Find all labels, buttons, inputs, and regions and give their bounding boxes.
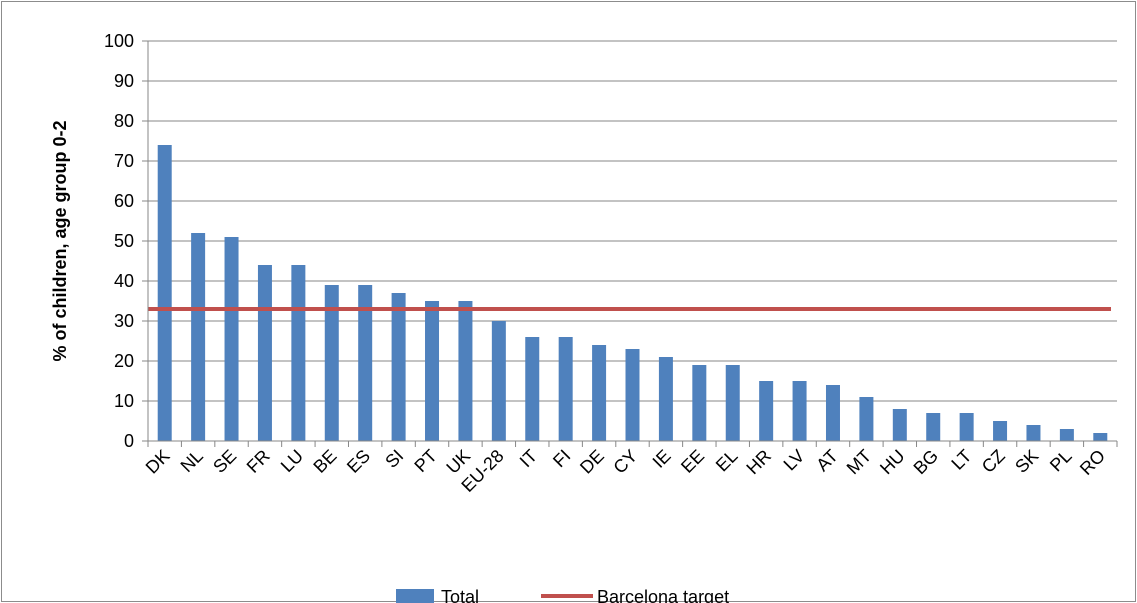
- x-tick-label-cy: CY: [609, 446, 641, 478]
- bar-el: [725, 365, 740, 441]
- bar-hr: [759, 381, 774, 441]
- y-tick-labels: 0 10 20 30 40 50 60 70 80 90 100: [104, 31, 134, 451]
- legend-label-barcelona-target: Barcelona target: [597, 587, 729, 603]
- bar-pt: [425, 301, 440, 441]
- x-tick-label-si: SI: [381, 446, 407, 472]
- y-tick-label: 40: [114, 271, 134, 291]
- x-tick-label-lt: LT: [947, 446, 975, 474]
- x-tick-label-pt: PT: [410, 446, 440, 476]
- gridlines: [148, 40, 1117, 402]
- x-tick-label-bg: BG: [910, 446, 943, 479]
- bar-hu: [892, 409, 907, 441]
- x-tick-label-pl: PL: [1046, 446, 1076, 476]
- bar-si: [391, 293, 406, 441]
- x-tick-label-ro: RO: [1076, 446, 1109, 479]
- y-tick-label: 60: [114, 191, 134, 211]
- bar-nl: [191, 233, 206, 441]
- y-tick-label: 50: [114, 231, 134, 251]
- bar-fi: [558, 337, 573, 441]
- y-tick-label: 100: [104, 31, 134, 51]
- x-tick-label-at: AT: [812, 446, 841, 475]
- x-tick-label-ee: EE: [677, 446, 708, 477]
- x-tick-label-se: SE: [209, 446, 240, 477]
- x-tick-label-lv: LV: [780, 446, 809, 475]
- legend-swatch-total: [396, 589, 434, 603]
- y-tick-label: 90: [114, 71, 134, 91]
- x-tick-label-mt: MT: [843, 446, 876, 479]
- bar-it: [525, 337, 540, 441]
- x-tick-label-el: EL: [712, 446, 742, 476]
- y-tick-label: 0: [124, 431, 134, 451]
- y-axis-label: % of children, age group 0-2: [50, 120, 70, 361]
- x-tick-label-be: BE: [309, 446, 340, 477]
- bars: [157, 145, 1108, 441]
- bar-dk: [157, 145, 172, 441]
- y-tick-label: 20: [114, 351, 134, 371]
- x-tick-label-lu: LU: [277, 446, 307, 476]
- x-tick-label-hu: HU: [876, 446, 909, 479]
- axes: [142, 40, 1118, 447]
- bar-cy: [625, 349, 640, 441]
- y-tick-label: 80: [114, 111, 134, 131]
- bar-be: [324, 285, 339, 441]
- bar-es: [358, 285, 373, 441]
- x-tick-label-ie: IE: [649, 446, 675, 472]
- x-tick-label-fr: FR: [243, 446, 274, 477]
- bar-fr: [257, 265, 272, 441]
- y-tick-label: 30: [114, 311, 134, 331]
- x-tick-label-cz: CZ: [978, 446, 1009, 477]
- bar-bg: [926, 413, 941, 441]
- bar-lv: [792, 381, 807, 441]
- bar-lu: [291, 265, 306, 441]
- x-tick-label-dk: DK: [142, 446, 174, 478]
- bar-mt: [859, 397, 874, 441]
- bar-de: [592, 345, 607, 441]
- bar-pl: [1059, 429, 1074, 441]
- bar-lt: [959, 413, 974, 441]
- x-tick-label-hr: HR: [742, 446, 775, 479]
- x-tick-label-it: IT: [516, 446, 541, 471]
- bar-sk: [1026, 425, 1041, 441]
- legend-label-total: Total: [441, 587, 479, 603]
- bar-se: [224, 237, 239, 441]
- legend: Total Barcelona target: [396, 587, 729, 603]
- y-tick-label: 70: [114, 151, 134, 171]
- bar-at: [825, 385, 840, 441]
- x-tick-label-fi: FI: [549, 446, 574, 471]
- x-tick-label-nl: NL: [177, 446, 207, 476]
- x-tick-label-de: DE: [576, 446, 608, 478]
- bar-eu-28: [491, 321, 506, 441]
- bar-uk: [458, 301, 473, 441]
- bar-cz: [993, 421, 1008, 441]
- bar-ro: [1093, 433, 1108, 441]
- bar-ee: [692, 365, 707, 441]
- x-tick-label-es: ES: [343, 446, 374, 477]
- x-tick-label-sk: SK: [1011, 446, 1042, 477]
- bar-ie: [658, 357, 673, 441]
- y-tick-label: 10: [114, 391, 134, 411]
